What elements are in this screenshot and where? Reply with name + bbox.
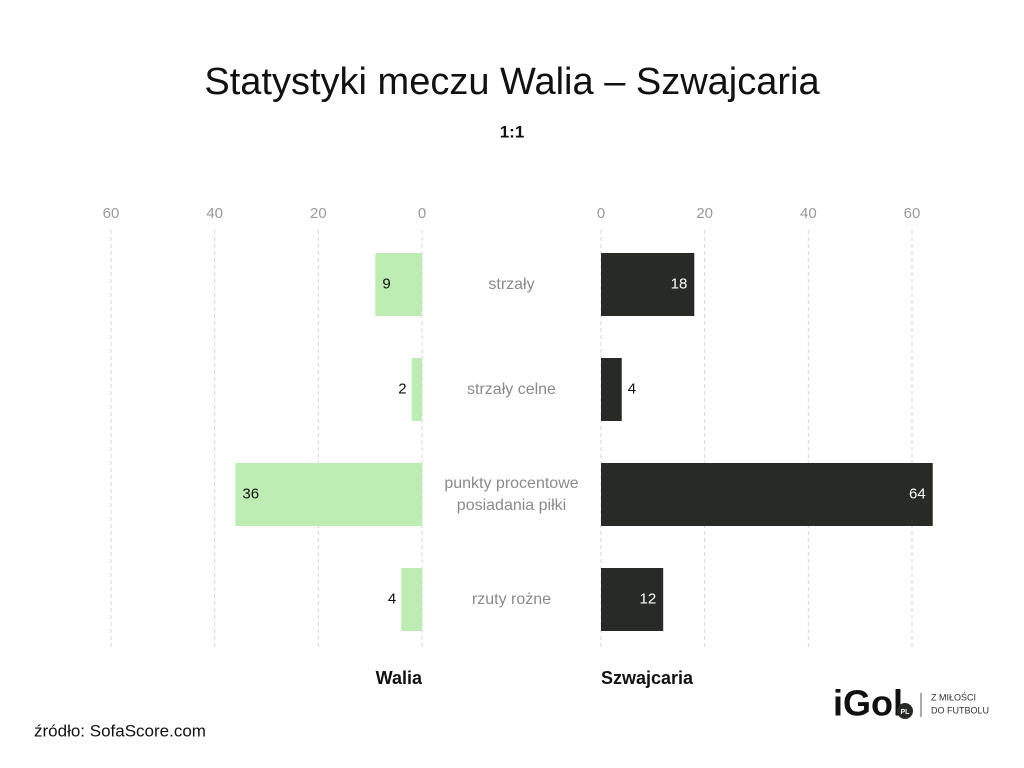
value-label: 64	[909, 485, 926, 502]
value-label: 18	[671, 275, 688, 292]
chart-title: Statystyki meczu Walia – Szwajcaria	[204, 61, 820, 103]
x-tick-label: 40	[206, 205, 223, 222]
category-label: rzuty rożne	[471, 590, 552, 608]
bar	[601, 568, 664, 631]
bar	[375, 253, 422, 316]
logo-tagline: Z MIŁOŚCI	[931, 691, 976, 702]
logo-badge-bg	[897, 703, 913, 719]
value-label: 4	[388, 590, 396, 607]
x-tick-label: 60	[103, 205, 120, 222]
legend-label: Szwajcaria	[601, 668, 694, 688]
bar	[601, 463, 933, 526]
bar	[601, 358, 622, 421]
logo-badge: PL	[901, 709, 911, 716]
bar	[235, 463, 422, 526]
x-tick-label: 0	[418, 205, 426, 222]
value-label: 36	[242, 485, 259, 502]
value-label: 4	[628, 380, 636, 397]
x-tick-label: 60	[904, 205, 921, 222]
x-tick-label: 20	[696, 205, 713, 222]
logo-name: iGol	[833, 683, 903, 724]
value-label: 12	[640, 590, 657, 607]
category-label: punkty procentowe posiadania piłki	[444, 474, 579, 514]
category-label: strzały	[488, 275, 535, 293]
x-tick-label: 0	[597, 205, 605, 222]
legend-label: Walia	[376, 668, 423, 688]
logo-tagline: DO FUTBOLU	[931, 705, 989, 715]
chart-subtitle: 1:1	[500, 122, 525, 141]
x-tick-label: 40	[800, 205, 817, 222]
bar	[411, 358, 422, 421]
x-tick-label: 20	[310, 205, 327, 222]
bar	[401, 568, 422, 631]
bar	[601, 253, 695, 316]
category-label: strzały celne	[467, 380, 556, 398]
source: źródło: SofaScore.com	[34, 721, 206, 740]
value-label: 2	[398, 380, 406, 397]
value-label: 9	[382, 275, 390, 292]
